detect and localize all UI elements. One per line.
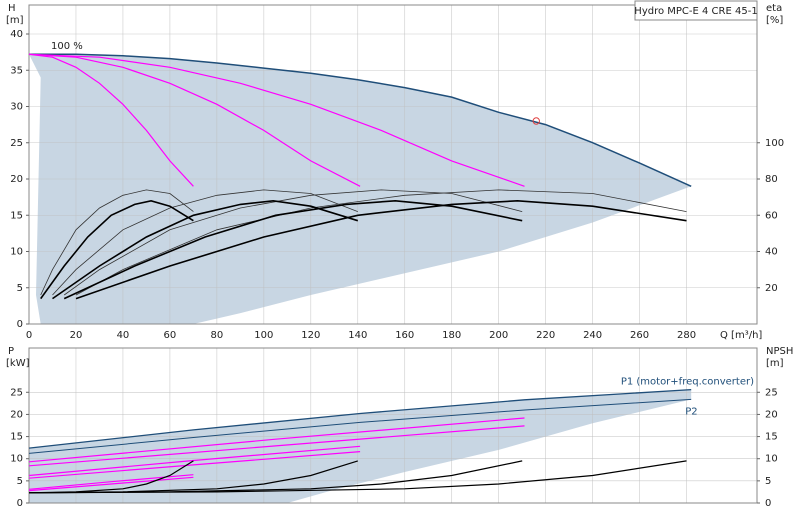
y-tick-label: 5 (17, 476, 23, 487)
y-tick-label: 10 (10, 454, 23, 465)
curve-y2 (75, 189, 687, 296)
x-tick-label: 100 (254, 330, 273, 341)
y-tick-label: 15 (10, 210, 23, 221)
y-axis-unit: [m] (6, 15, 24, 26)
x-tick-label: 80 (211, 330, 224, 341)
y2-tick-label: 10 (765, 454, 778, 465)
y2-axis-unit: [m] (766, 358, 784, 369)
series-label: P1 (motor+freq.converter) (621, 377, 754, 388)
y2-tick-label: 80 (765, 174, 778, 185)
operating-area (29, 54, 692, 325)
x-tick-label: 40 (117, 330, 130, 341)
y-tick-label: 25 (10, 387, 23, 398)
curve (28, 451, 361, 479)
y-tick-label: 25 (10, 138, 23, 149)
curve (28, 53, 361, 187)
y-axis-label: H (8, 3, 16, 14)
x-tick-label: 60 (164, 330, 177, 341)
y-tick-label: 0 (17, 498, 23, 509)
y-tick-label: 35 (10, 65, 23, 76)
y-tick-label: 20 (10, 174, 23, 185)
x-axis-label: Q [m³/h] (720, 330, 762, 341)
curve-y2 (52, 189, 358, 296)
chart-title: Hydro MPC-E 4 CRE 45-1 (634, 6, 757, 17)
y2-axis-label: eta (766, 3, 782, 14)
x-tick-label: 260 (630, 330, 649, 341)
curve-y2 (52, 199, 359, 300)
x-tick-label: 0 (26, 330, 32, 341)
y2-tick-label: 60 (765, 210, 778, 221)
x-tick-label: 200 (489, 330, 508, 341)
annotation: 100 % (51, 41, 83, 52)
y2-tick-label: 0 (765, 498, 771, 509)
x-tick-label: 140 (348, 330, 367, 341)
plot-border (28, 4, 758, 325)
y-axis-label: P (8, 346, 14, 357)
duty-point (532, 117, 540, 125)
y-tick-label: 20 (10, 409, 23, 420)
x-tick-label: 20 (70, 330, 83, 341)
y2-tick-label: 5 (765, 476, 771, 487)
y2-axis-unit: [%] (766, 15, 783, 26)
x-tick-label: 180 (442, 330, 461, 341)
plot-border (28, 347, 758, 504)
curve (28, 445, 361, 477)
curve (28, 53, 525, 187)
curve (28, 417, 525, 463)
title-box (634, 0, 758, 21)
y-axis-unit: [kW] (6, 358, 30, 369)
x-tick-label: 280 (677, 330, 696, 341)
x-tick-label: 160 (395, 330, 414, 341)
x-tick-label: 220 (536, 330, 555, 341)
y2-tick-label: 100 (765, 138, 784, 149)
y-tick-label: 10 (10, 247, 23, 258)
x-tick-label: 120 (301, 330, 320, 341)
curve (28, 425, 525, 467)
y-tick-label: 30 (10, 102, 23, 113)
curve-y2 (28, 460, 687, 494)
y2-tick-label: 20 (765, 409, 778, 420)
curve (29, 53, 692, 187)
curve-y2 (75, 199, 687, 300)
y2-tick-label: 15 (765, 432, 778, 443)
y-tick-label: 15 (10, 432, 23, 443)
curve-y2 (40, 199, 194, 300)
series-label: P2 (685, 406, 697, 417)
y2-tick-label: 25 (765, 387, 778, 398)
y2-tick-label: 40 (765, 247, 778, 258)
curve-y2 (40, 189, 194, 296)
curve (28, 53, 194, 187)
y-tick-label: 40 (10, 29, 23, 40)
curve (28, 398, 692, 454)
y-tick-label: 5 (17, 283, 23, 294)
y-tick-label: 0 (17, 319, 23, 330)
x-tick-label: 240 (583, 330, 602, 341)
y2-axis-label: NPSH (766, 346, 793, 357)
curve (28, 388, 692, 449)
y2-tick-label: 20 (765, 283, 778, 294)
curve (28, 476, 194, 492)
